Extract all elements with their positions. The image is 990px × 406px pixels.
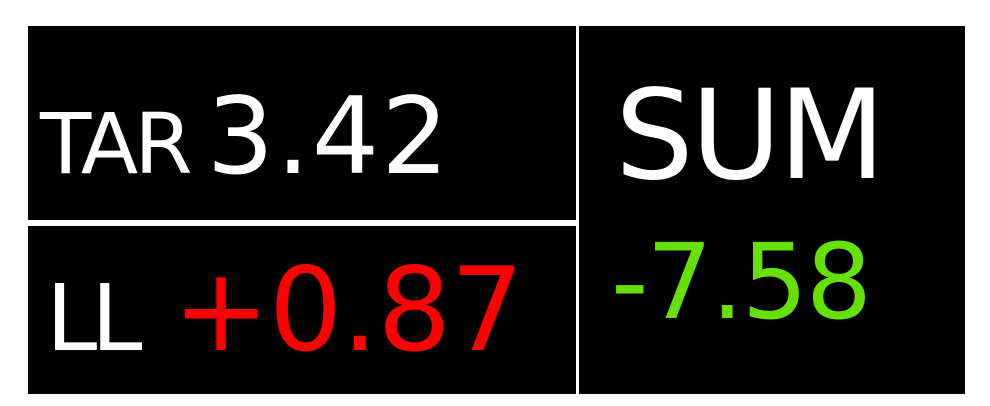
sum-label: SUM [615,64,885,208]
tar-value: 3.42 [206,75,451,198]
tar-label: TAR [40,95,193,193]
ll-panel: LL +0.87 [28,226,576,394]
sum-panel: SUM -7.58 [579,26,965,394]
tar-row: TAR 3.42 [40,84,451,190]
tar-panel: TAR 3.42 [28,26,576,220]
ll-label: LL [46,265,142,372]
ll-row: LL +0.87 [46,236,524,387]
sum-value: -7.58 [611,221,872,343]
ll-value: +0.87 [172,243,524,378]
